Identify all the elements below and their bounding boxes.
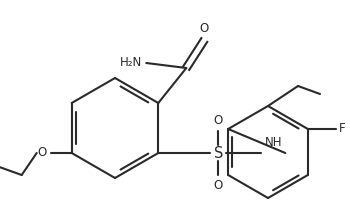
Text: O: O	[200, 22, 209, 35]
Text: F: F	[339, 122, 345, 135]
Text: NH: NH	[265, 136, 283, 149]
Text: O: O	[37, 146, 47, 159]
Text: H₂N: H₂N	[120, 57, 142, 70]
Text: S: S	[214, 146, 223, 160]
Text: O: O	[214, 179, 223, 192]
Text: O: O	[214, 114, 223, 127]
